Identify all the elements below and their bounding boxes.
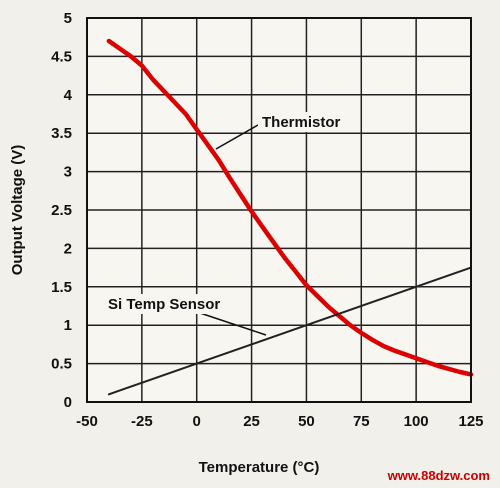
y-tick-label: 3 (64, 164, 72, 181)
thermistor-label-bg (258, 112, 352, 132)
x-tick-label: 75 (353, 413, 370, 430)
y-tick-label: 5 (64, 10, 72, 27)
watermark: www.88dzw.com (387, 468, 490, 483)
x-tick-label: -25 (131, 413, 153, 430)
x-tick-label: 0 (193, 413, 201, 430)
y-tick-label: 4.5 (51, 48, 72, 65)
thermistor-series-line (106, 38, 474, 377)
y-tick-label: 4 (64, 87, 73, 104)
x-axis-label: Temperature (°C) (199, 459, 320, 476)
tick-labels: -50 -25 0 25 50 75 100 125 0 0.5 1 1.5 2 2.5 3 3.5 4 4.5 5 (51, 10, 483, 430)
x-tick-label: 125 (458, 413, 483, 430)
y-tick-label: 1.5 (51, 279, 72, 296)
y-tick-label: 0.5 (51, 356, 72, 373)
x-tick-label: 100 (404, 413, 429, 430)
si-sensor-leader-line (199, 312, 267, 336)
y-tick-label: 2.5 (51, 202, 72, 219)
si-sensor-label-bg (104, 294, 233, 314)
y-tick-label: 1 (64, 317, 72, 334)
x-tick-label: 25 (243, 413, 260, 430)
si-sensor-series-line (107, 266, 472, 396)
plot-frame (86, 17, 472, 403)
si-sensor-label: Si Temp Sensor (108, 296, 220, 313)
annotation-layer: Thermistor Si Temp Sensor (104, 112, 352, 336)
y-tick-label: 0 (64, 394, 72, 411)
y-tick-label: 3.5 (51, 125, 72, 142)
y-tick-label: 2 (64, 240, 72, 257)
series-layer (106, 38, 474, 396)
y-axis-label: Output Voltage (V) (9, 145, 26, 276)
thermistor-leader-line (215, 124, 259, 150)
x-tick-label: 50 (298, 413, 315, 430)
x-tick-label: -50 (76, 413, 98, 430)
thermistor-label: Thermistor (262, 114, 341, 131)
